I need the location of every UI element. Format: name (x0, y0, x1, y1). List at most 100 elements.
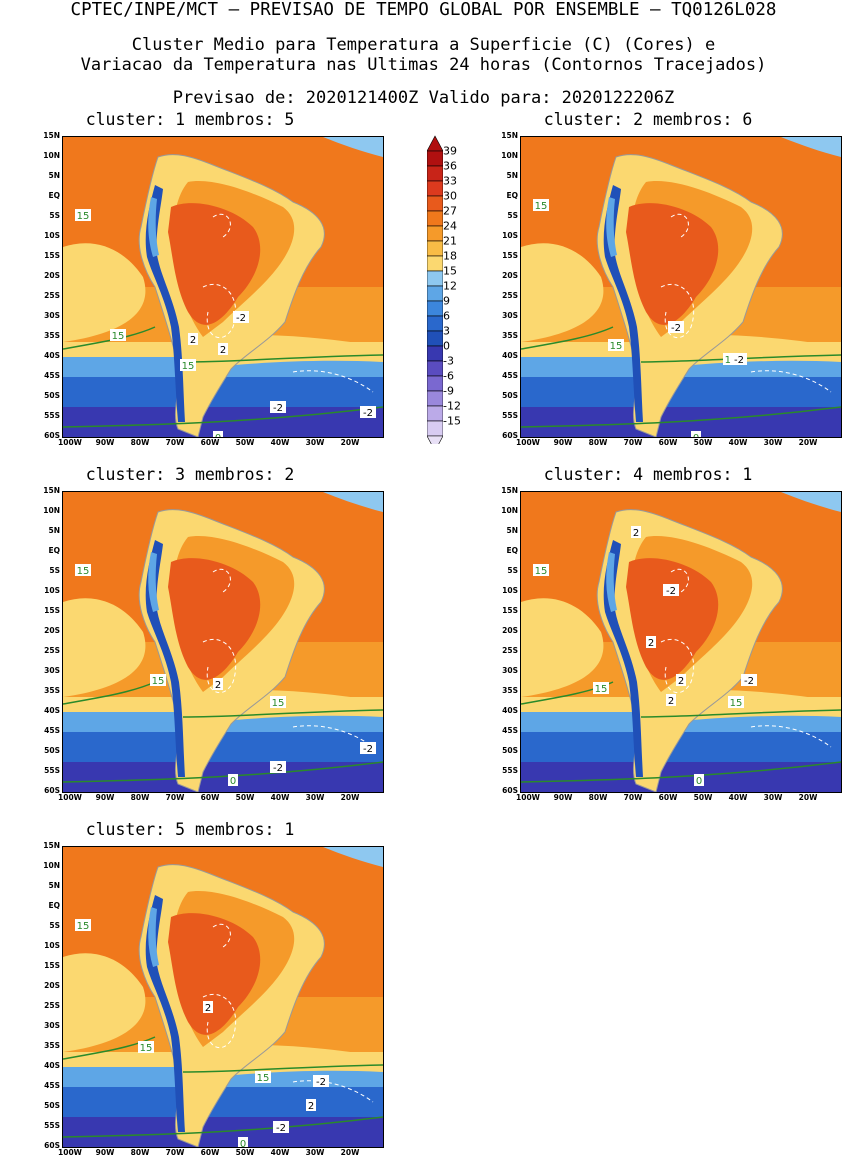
colorbar-level-label: 12 (443, 279, 457, 293)
contour-label: 15 (608, 339, 624, 352)
lat-tick-label: 10N (501, 506, 518, 515)
contour-label: -2 (741, 674, 757, 687)
lat-tick-label: 55S (502, 766, 518, 775)
lat-tick-label: 45S (44, 726, 60, 735)
lon-tick-label: 20W (340, 438, 360, 447)
contour-label-text: 2 (190, 335, 196, 346)
lon-tick-label: 80W (130, 793, 150, 802)
cool-pacific-region (521, 598, 604, 697)
lon-tick-label: 100W (58, 438, 82, 447)
contour-label-text: 0 (215, 433, 221, 437)
contour-label-text: 2 (678, 676, 684, 687)
contour-label-text: -2 (671, 323, 681, 334)
contour-label: 0 (694, 774, 704, 787)
lat-tick-label: 10S (502, 231, 518, 240)
colorbar-level-label: 9 (443, 294, 450, 308)
contour-label: -2 (668, 321, 684, 334)
panel-title: cluster: 4 membros: 1 (543, 465, 753, 484)
contour-label-text: 2 (633, 528, 639, 539)
lat-tick-label: 10S (44, 586, 60, 595)
lat-tick-label: 60S (502, 786, 518, 795)
contour-label: 2 (203, 1001, 213, 1014)
lat-tick-label: 25S (44, 1001, 60, 1010)
contour-label: -2 (313, 1075, 329, 1088)
forecast-dates: Previsao de: 2020121400Z Valido para: 20… (172, 88, 675, 108)
north-atlantic-region (781, 492, 841, 512)
map-canvas: 15 15 15 0 -2 -2 2 (63, 492, 383, 792)
temperature-map: 15 15 15 0 -2 -2 2 (62, 491, 384, 793)
colorbar-swatch (426, 360, 444, 377)
contour-0 (63, 406, 383, 428)
contour-label: 15 (75, 919, 91, 932)
lat-tick-label: 60S (44, 1141, 60, 1150)
north-atlantic-region (781, 137, 841, 157)
lon-tick-label: 100W (58, 793, 82, 802)
lon-tick-label: 50W (693, 793, 713, 802)
colorbar-level-label: 6 (443, 309, 450, 323)
lat-tick-label: 15S (502, 251, 518, 260)
lat-tick-label: 10N (43, 506, 60, 515)
contour-label: 15 (255, 1071, 271, 1084)
lat-tick-label: 20S (44, 981, 60, 990)
cool-pacific-region (63, 243, 146, 342)
contour-label: 15 (180, 359, 196, 372)
lat-tick-label: 15N (43, 131, 60, 140)
lat-tick-label: 15S (44, 961, 60, 970)
lon-tick-label: 60W (200, 438, 220, 447)
lat-tick-label: 30S (44, 666, 60, 675)
contour-label-text: 15 (257, 1073, 270, 1084)
contour-0 (521, 761, 841, 783)
lon-tick-label: 90W (553, 793, 573, 802)
lon-tick-label: 40W (270, 793, 290, 802)
contour-label-text: -2 (236, 313, 246, 324)
colorbar-level-label: 27 (443, 204, 457, 218)
colorbar-level-label: -3 (443, 354, 454, 368)
lat-tick-label: EQ (48, 546, 61, 555)
lon-tick-label: 30W (763, 438, 783, 447)
contour-label: -2 (663, 584, 679, 597)
colorbar-level-label: 33 (443, 174, 457, 188)
temperature-map: 15 15 15 0 -2 -2 -2 2 2 (62, 136, 384, 438)
lat-tick-label: 30S (502, 666, 518, 675)
panel-title: cluster: 2 membros: 6 (543, 110, 753, 129)
lat-tick-label: 60S (44, 431, 60, 440)
lat-tick-label: 55S (44, 411, 60, 420)
variation-contours (202, 569, 374, 748)
subtitle-line-2: Variacao da Temperatura nas Ultimas 24 h… (80, 55, 767, 75)
colorbar-swatch (426, 375, 444, 392)
colorbar-swatch (426, 225, 444, 242)
colorbar-level-label: 3 (443, 324, 450, 338)
contour-label-text: 0 (230, 776, 236, 787)
lat-tick-label: EQ (48, 901, 61, 910)
lat-tick-label: 35S (44, 686, 60, 695)
lat-tick-label: 35S (502, 331, 518, 340)
lon-tick-label: 60W (658, 793, 678, 802)
contour-label-text: 15 (77, 566, 90, 577)
contour-label: 0 (691, 431, 701, 437)
contour-label-text: 15 (140, 1043, 153, 1054)
lon-tick-label: 90W (95, 438, 115, 447)
colorbar-level-label: 30 (443, 189, 457, 203)
panel-title: cluster: 3 membros: 2 (85, 465, 295, 484)
lat-tick-label: 55S (44, 766, 60, 775)
lat-tick-label: 40S (44, 706, 60, 715)
lon-tick-label: 60W (658, 438, 678, 447)
lat-tick-label: 40S (502, 706, 518, 715)
contour-label: 2 (646, 636, 656, 649)
color-scale-bar: 39 36 33 30 27 24 21 18 15 12 9 6 3 0 -3 -6 -9 -12 -15 (426, 134, 487, 452)
lat-tick-label: 15N (43, 486, 60, 495)
lat-tick-label: 50S (44, 746, 60, 755)
contour-label: -2 (360, 742, 376, 755)
contour-label: 15 (75, 564, 91, 577)
north-atlantic-region (323, 492, 383, 512)
north-atlantic-region (323, 137, 383, 157)
contour-label-text: 2 (220, 345, 226, 356)
contour-label: 15 (533, 199, 549, 212)
lat-tick-label: 5N (506, 526, 519, 535)
lat-tick-label: 20S (44, 626, 60, 635)
contour-label-text: 15 (610, 341, 623, 352)
lat-tick-label: 30S (44, 1021, 60, 1030)
map-panel-cluster-3: cluster: 3 membros: 2 15N 10N 5N EQ 5S 10S 15S 2… (0, 465, 400, 802)
contour-15 (63, 1036, 383, 1073)
variation-contours (202, 214, 374, 393)
